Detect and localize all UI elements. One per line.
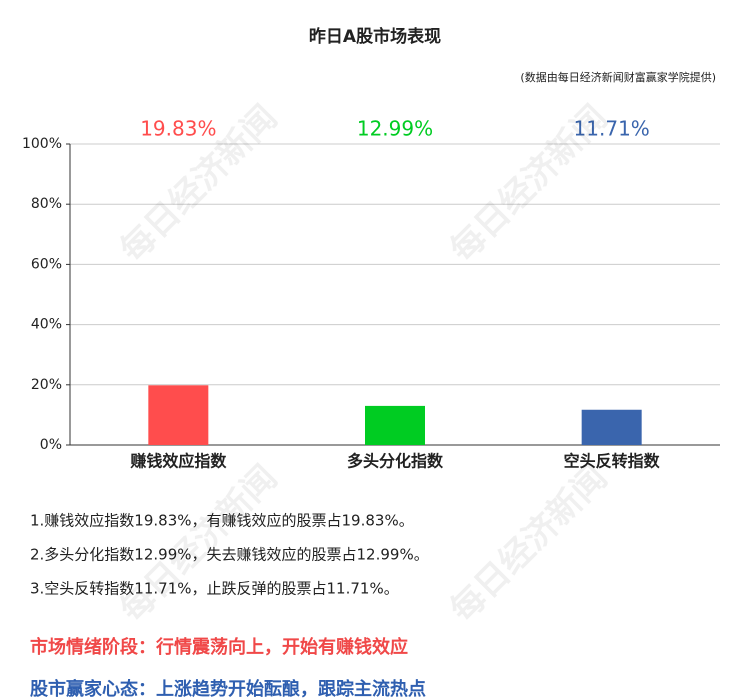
note: 2.多头分化指数12.99%，失去赚钱效应的股票占12.99%。	[30, 546, 429, 564]
value-label: 12.99%	[357, 117, 433, 141]
watermark: 每日经济新闻	[443, 458, 616, 631]
y-tick-label: 100%	[22, 136, 62, 152]
x-tick-label: 赚钱效应指数	[129, 452, 227, 471]
note: 3.空头反转指数11.71%，止跌反弹的股票占11.71%。	[30, 580, 399, 598]
y-tick-label: 0%	[40, 437, 62, 453]
watermark: 每日经济新闻	[443, 98, 616, 271]
bar	[581, 409, 642, 445]
note: 1.赚钱效应指数19.83%，有赚钱效应的股票占19.83%。	[30, 512, 414, 530]
bar	[148, 385, 209, 445]
y-tick-label: 20%	[31, 377, 62, 393]
watermark: 每日经济新闻	[113, 458, 286, 631]
value-label: 11.71%	[574, 117, 650, 141]
x-tick-label: 空头反转指数	[564, 452, 661, 471]
bar	[365, 405, 425, 445]
y-tick-label: 40%	[31, 317, 62, 333]
y-tick-label: 60%	[31, 256, 62, 272]
value-label: 19.83%	[140, 117, 216, 141]
mindset-text: 股市赢家心态：上涨趋势开始酝酿，跟踪主流热点	[29, 678, 426, 699]
y-tick-label: 80%	[31, 196, 62, 212]
chart-subtitle: (数据由每日经济新闻财富赢家学院提供)	[520, 70, 716, 84]
x-tick-label: 多头分化指数	[347, 452, 444, 471]
chart-title: 昨日A股市场表现	[309, 26, 441, 47]
stage-text: 市场情绪阶段：行情震荡向上，开始有赚钱效应	[30, 636, 408, 658]
